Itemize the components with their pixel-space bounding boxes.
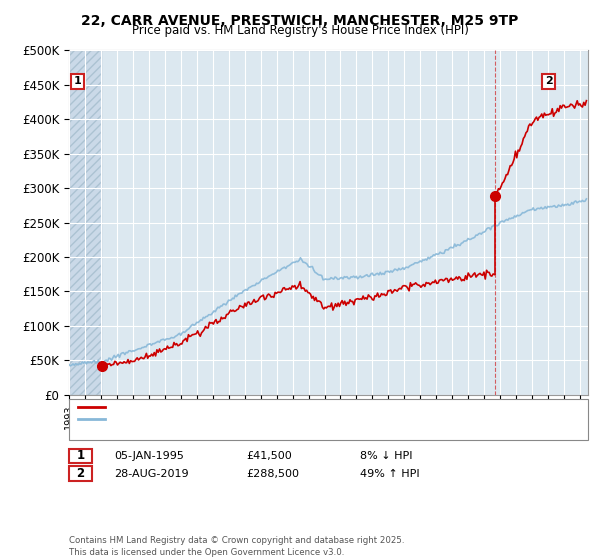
Text: Price paid vs. HM Land Registry's House Price Index (HPI): Price paid vs. HM Land Registry's House … [131, 24, 469, 37]
Text: 1: 1 [74, 76, 82, 86]
Text: 1: 1 [76, 449, 85, 463]
Text: 28-AUG-2019: 28-AUG-2019 [114, 469, 188, 479]
Text: 2: 2 [545, 76, 553, 86]
Text: 22, CARR AVENUE, PRESTWICH, MANCHESTER, M25 9TP: 22, CARR AVENUE, PRESTWICH, MANCHESTER, … [82, 14, 518, 28]
Text: HPI: Average price, semi-detached house, Bury: HPI: Average price, semi-detached house,… [110, 414, 345, 424]
Text: 2: 2 [76, 467, 85, 480]
Bar [69, 50, 102, 395]
Text: £41,500: £41,500 [246, 451, 292, 461]
Text: 8% ↓ HPI: 8% ↓ HPI [360, 451, 413, 461]
Text: £288,500: £288,500 [246, 469, 299, 479]
Text: 05-JAN-1995: 05-JAN-1995 [114, 451, 184, 461]
Text: 49% ↑ HPI: 49% ↑ HPI [360, 469, 419, 479]
Text: Contains HM Land Registry data © Crown copyright and database right 2025.
This d: Contains HM Land Registry data © Crown c… [69, 536, 404, 557]
Text: 22, CARR AVENUE, PRESTWICH, MANCHESTER, M25 9TP (semi-detached house): 22, CARR AVENUE, PRESTWICH, MANCHESTER, … [110, 402, 508, 412]
